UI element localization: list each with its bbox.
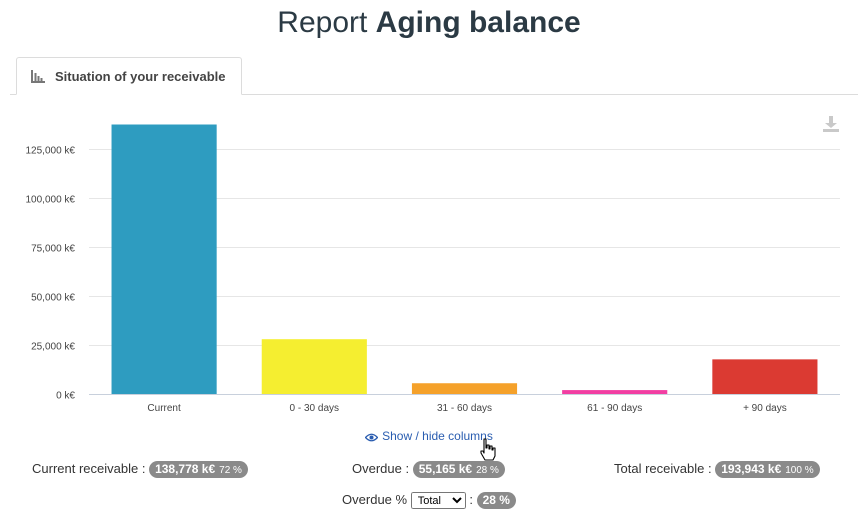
y-tick-label: 100,000 k€ [26, 195, 76, 206]
overdue-label: Overdue : [352, 461, 410, 476]
overdue-value: 55,165 k€ [418, 462, 473, 476]
x-tick-label: Current [147, 403, 181, 414]
bar-chart-icon [31, 70, 45, 88]
overdue-stat: Overdue : 55,165 k€ 28 % [352, 461, 505, 478]
current-receivable-label: Current receivable : [32, 461, 146, 476]
total-receivable-badge: 193,943 k€ 100 % [715, 461, 820, 478]
total-receivable-label: Total receivable : [614, 461, 712, 476]
overdue-badge: 55,165 k€ 28 % [412, 461, 505, 478]
overdue-percent-label: Overdue % [342, 492, 408, 507]
tab-bar-divider [10, 94, 858, 95]
y-tick-label: 50,000 k€ [31, 293, 75, 304]
current-receivable-stat: Current receivable : 138,778 k€ 72 % [32, 461, 248, 478]
show-hide-columns-label: Show / hide columns [382, 429, 493, 443]
y-tick-label: 125,000 k€ [26, 146, 76, 157]
bar-0 [111, 124, 217, 394]
tab-label: Situation of your receivable [55, 69, 226, 84]
bar-4 [712, 359, 818, 394]
download-icon[interactable] [822, 115, 840, 138]
bar-2 [411, 383, 518, 394]
current-receivable-value: 138,778 k€ [155, 462, 216, 476]
y-tick-label: 25,000 k€ [31, 342, 75, 353]
bar-1 [261, 339, 367, 394]
overdue-percent-value: 28 % [476, 492, 516, 509]
title-prefix: Report [277, 6, 368, 39]
overdue-percent-colon: : [469, 492, 473, 507]
eye-icon [364, 431, 379, 445]
x-tick-label: 61 - 90 days [587, 403, 642, 414]
x-tick-label: 31 - 60 days [437, 403, 492, 414]
overdue-pct: 28 % [476, 465, 499, 476]
total-receivable-value: 193,943 k€ [721, 462, 782, 476]
hand-cursor-icon [479, 438, 497, 467]
title-main: Aging balance [375, 6, 581, 39]
show-hide-columns-link[interactable]: Show / hide columns [364, 429, 493, 445]
total-receivable-pct: 100 % [785, 465, 814, 476]
aging-bar-chart: 0 k€ 25,000 k€ 50,000 k€ 75,000 k€ 100,000 k… [26, 124, 840, 414]
bar-3 [562, 390, 668, 394]
total-receivable-stat: Total receivable : 193,943 k€ 100 % [614, 461, 820, 478]
overdue-percent-row: Overdue % Total : 28 % [0, 492, 858, 510]
overdue-percent-select[interactable]: Total [410, 492, 466, 510]
y-tick-label: 0 k€ [56, 391, 75, 402]
x-tick-label: + 90 days [743, 403, 787, 414]
page-title: Report Aging balance [0, 6, 858, 40]
current-receivable-pct: 72 % [219, 465, 242, 476]
x-tick-label: 0 - 30 days [290, 403, 339, 414]
current-receivable-badge: 138,778 k€ 72 % [149, 461, 248, 478]
show-hide-columns: Show / hide columns [0, 429, 858, 445]
tab-situation-receivable[interactable]: Situation of your receivable [16, 57, 242, 95]
y-tick-label: 75,000 k€ [31, 244, 75, 255]
